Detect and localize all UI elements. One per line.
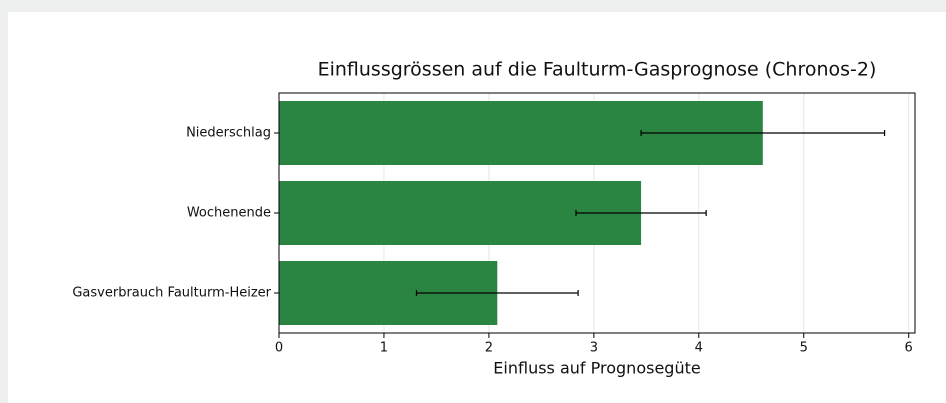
y-tick-label: Niederschlag <box>186 126 271 141</box>
x-tick-label: 3 <box>590 341 598 356</box>
x-tick-label: 6 <box>905 341 913 356</box>
x-tick-label: 0 <box>275 341 283 356</box>
chart-title: Einflussgrössen auf die Faulturm-Gasprog… <box>318 59 877 81</box>
x-tick-label: 2 <box>485 341 493 356</box>
x-tick-label: 1 <box>380 341 388 356</box>
y-tick-label: Wochenende <box>187 206 271 221</box>
plot-frame <box>278 92 916 334</box>
y-tick-label: Gasverbrauch Faulturm-Heizer <box>72 286 271 301</box>
x-axis-label: Einfluss auf Prognosegüte <box>493 359 700 378</box>
x-tick-label: 5 <box>800 341 808 356</box>
x-tick-label: 4 <box>695 341 703 356</box>
